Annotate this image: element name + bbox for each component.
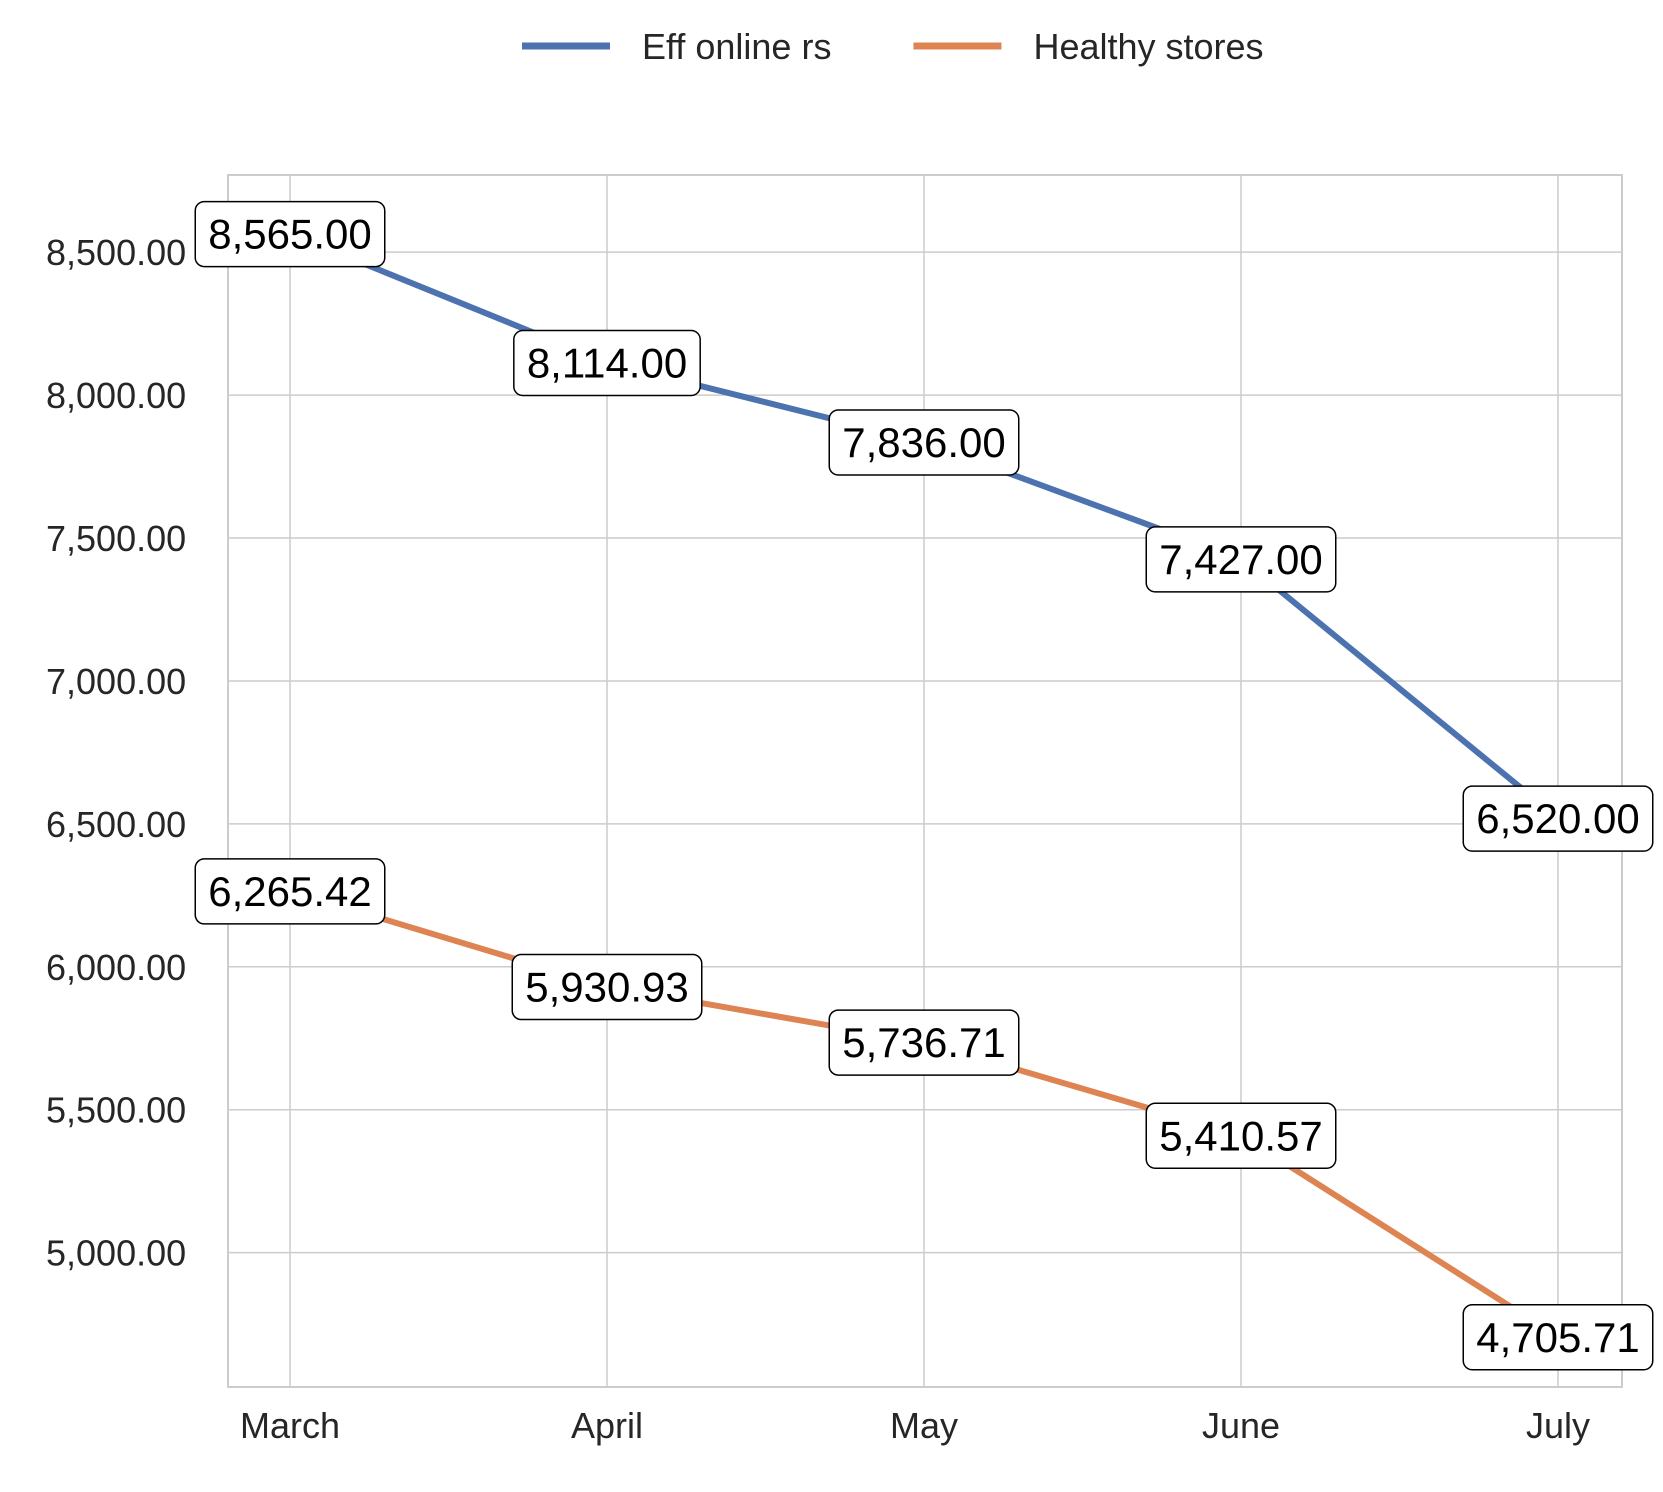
data-label-box (828, 409, 1020, 476)
y-tick-label: 8,500.00 (46, 232, 186, 273)
data-label-eff-online-rs-june: 7,427.00 (1145, 526, 1337, 593)
data-label-text: 6,520.00 (1476, 795, 1640, 842)
x-tick-label-april: April (571, 1405, 643, 1446)
y-tick-label: 6,500.00 (46, 804, 186, 845)
data-labels: 8,565.00 8,114.00 7,836.00 7,427.00 6,520.00… (194, 200, 1654, 1371)
data-label-text: 7,427.00 (1159, 536, 1323, 583)
data-label-box (513, 329, 701, 397)
data-label-text: 5,410.57 (1159, 1112, 1323, 1159)
data-label-box (511, 953, 703, 1021)
data-label-healthy-stores-may: 5,736.71 (828, 1009, 1020, 1076)
data-label-text: 8,114.00 (527, 340, 687, 387)
legend-label: Healthy stores (1033, 26, 1263, 67)
y-tick-label: 6,000.00 (46, 947, 186, 988)
data-label-box (1145, 1102, 1337, 1170)
legend-item-eff-online-rs: Eff online rs (522, 26, 831, 67)
y-tick-label: 7,500.00 (46, 518, 186, 559)
x-axis: March April May June July (240, 1405, 1590, 1446)
data-label-text: 4,705.71 (1476, 1314, 1640, 1361)
legend-item-healthy-stores: Healthy stores (913, 26, 1264, 67)
data-label-eff-online-rs-july: 6,520.00 (1462, 785, 1654, 852)
plot-area (227, 174, 1623, 1388)
data-label-eff-online-rs-april: 8,114.00 (513, 329, 701, 397)
y-tick-label: 5,000.00 (46, 1233, 186, 1274)
data-label-text: 7,836.00 (842, 419, 1006, 466)
x-tick-label-july: July (1526, 1405, 1590, 1446)
data-label-eff-online-rs-march: 8,565.00 (194, 200, 386, 268)
data-label-box (1462, 785, 1654, 852)
data-label-box (1462, 1304, 1654, 1371)
data-label-text: 5,930.93 (525, 964, 689, 1011)
y-tick-label: 7,000.00 (46, 661, 186, 702)
data-label-healthy-stores-june: 5,410.57 (1145, 1102, 1337, 1170)
data-label-text: 5,736.71 (842, 1019, 1006, 1066)
y-tick-label: 5,500.00 (46, 1090, 186, 1131)
data-label-eff-online-rs-may: 7,836.00 (828, 409, 1020, 476)
data-label-text: 8,565.00 (208, 211, 372, 258)
data-label-healthy-stores-march: 6,265.42 (194, 858, 386, 925)
y-tick-label: 8,000.00 (46, 375, 186, 416)
data-label-box (828, 1009, 1020, 1076)
x-tick-label-june: June (1202, 1405, 1280, 1446)
legend-label: Eff online rs (642, 26, 831, 67)
x-tick-label-may: May (890, 1405, 958, 1446)
data-label-box (194, 200, 386, 268)
grid (228, 175, 1622, 1387)
legend: Eff online rs Healthy stores (522, 26, 1264, 67)
y-axis: 5,000.00 5,500.00 6,000.00 6,500.00 7,000.00… (46, 232, 186, 1273)
data-label-box (194, 858, 386, 925)
x-tick-label-march: March (240, 1405, 340, 1446)
data-label-text: 6,265.42 (208, 868, 372, 915)
data-label-healthy-stores-april: 5,930.93 (511, 953, 703, 1021)
data-label-healthy-stores-july: 4,705.71 (1462, 1304, 1654, 1371)
data-label-box (1145, 526, 1337, 593)
